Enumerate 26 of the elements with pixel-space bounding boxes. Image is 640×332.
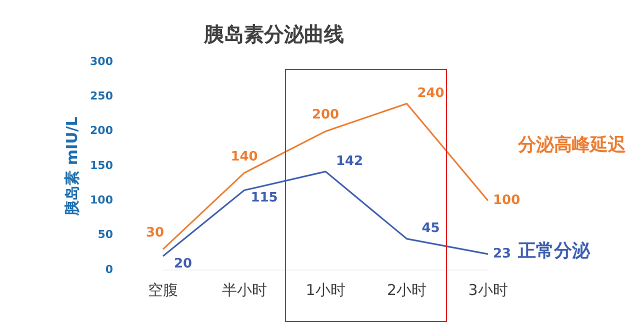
y-tick-label: 200 <box>90 124 114 138</box>
x-tick-label: 半小时 <box>222 280 267 299</box>
data-label: 100 <box>493 193 520 208</box>
x-tick-label: 2小时 <box>386 280 427 299</box>
data-label: 115 <box>250 190 278 206</box>
data-label: 20 <box>174 256 192 272</box>
y-tick-label: 300 <box>90 54 114 68</box>
data-label: 140 <box>230 149 258 164</box>
chart-title: 胰岛素分泌曲线 <box>203 22 344 46</box>
x-tick-label: 1小时 <box>306 280 346 299</box>
x-tick-label: 空腹 <box>148 280 178 299</box>
data-label: 240 <box>417 86 444 101</box>
y-tick-label: 0 <box>105 262 114 276</box>
data-label: 142 <box>336 154 364 169</box>
data-label: 45 <box>422 221 440 236</box>
x-tick-label: 3小时 <box>468 280 508 299</box>
data-label: 23 <box>493 246 512 262</box>
series-label: 正常分泌 <box>517 240 591 262</box>
y-tick-label: 100 <box>90 194 114 207</box>
y-axis-title: 胰岛素 mIU/L <box>62 116 81 216</box>
data-label: 200 <box>312 108 340 123</box>
y-tick-label: 250 <box>90 90 114 103</box>
data-label: 30 <box>146 226 164 241</box>
y-tick-label: 150 <box>90 158 114 172</box>
text: 分泌高峰延迟 <box>517 134 627 156</box>
y-tick-label: 50 <box>98 228 114 242</box>
